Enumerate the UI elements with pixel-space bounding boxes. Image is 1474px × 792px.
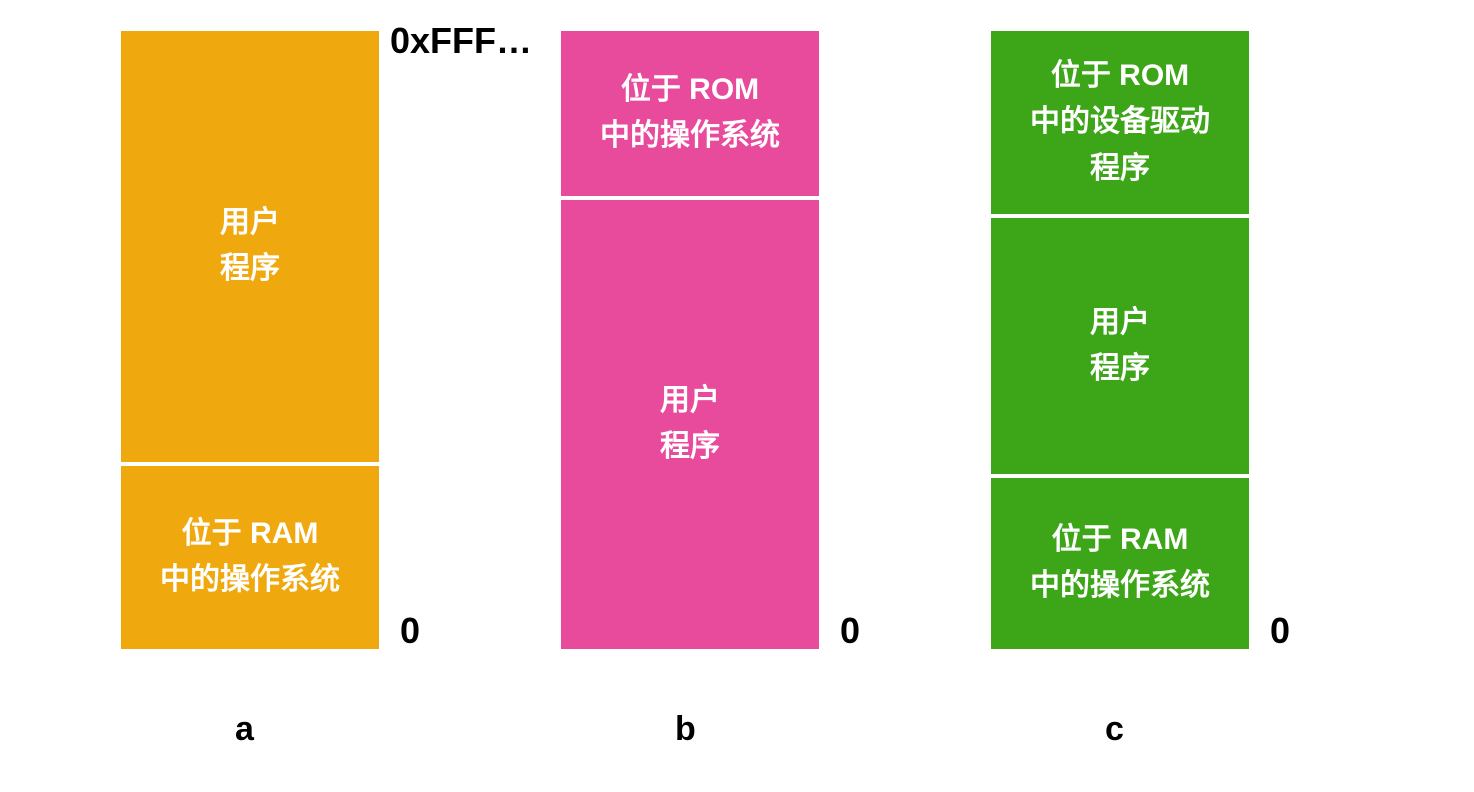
column-caption: b — [675, 710, 696, 749]
memory-segment: 位于 RAM中的操作系统 — [991, 476, 1249, 649]
address-label-bottom: 0 — [400, 610, 420, 652]
segment-text-line: 中的操作系统 — [1030, 563, 1210, 610]
segment-text-line: 位于 RAM — [182, 511, 319, 558]
segment-text-line: 位于 ROM — [1051, 53, 1189, 100]
segment-text-line: 中的操作系统 — [600, 113, 780, 160]
memory-segment: 位于 ROM中的操作系统 — [561, 31, 819, 198]
column-caption: a — [235, 710, 254, 749]
memory-segment: 用户程序 — [991, 216, 1249, 476]
segment-text-line: 程序 — [660, 424, 720, 471]
segment-text-line: 位于 ROM — [621, 67, 759, 114]
address-label-bottom: 0 — [840, 610, 860, 652]
column-body: 用户程序位于 RAM中的操作系统 — [120, 30, 380, 650]
address-label-top: 0xFFF… — [390, 20, 532, 62]
column-body: 位于 ROM中的操作系统用户程序 — [560, 30, 820, 650]
segment-text-line: 位于 RAM — [1052, 517, 1189, 564]
memory-layout-diagram: 0xFFF… 用户程序位于 RAM中的操作系统0a位于 ROM中的操作系统用户程… — [0, 30, 1474, 792]
memory-column-a: 用户程序位于 RAM中的操作系统0a — [120, 30, 380, 650]
segment-text-line: 用户 — [220, 200, 280, 247]
segment-text-line: 中的操作系统 — [160, 557, 340, 604]
memory-segment: 位于 ROM中的设备驱动程序 — [991, 31, 1249, 216]
memory-column-c: 位于 ROM中的设备驱动程序用户程序位于 RAM中的操作系统0c — [990, 30, 1250, 650]
memory-segment: 用户程序 — [561, 198, 819, 649]
memory-segment: 位于 RAM中的操作系统 — [121, 464, 379, 649]
column-caption: c — [1105, 710, 1124, 749]
segment-text-line: 程序 — [1090, 346, 1150, 393]
segment-text-line: 用户 — [660, 378, 720, 425]
memory-column-b: 位于 ROM中的操作系统用户程序0b — [560, 30, 820, 650]
address-label-bottom: 0 — [1270, 610, 1290, 652]
segment-text-line: 用户 — [1090, 300, 1150, 347]
column-body: 位于 ROM中的设备驱动程序用户程序位于 RAM中的操作系统 — [990, 30, 1250, 650]
segment-text-line: 程序 — [220, 246, 280, 293]
segment-text-line: 程序 — [1090, 146, 1150, 193]
segment-text-line: 中的设备驱动 — [1030, 99, 1210, 146]
memory-segment: 用户程序 — [121, 31, 379, 464]
